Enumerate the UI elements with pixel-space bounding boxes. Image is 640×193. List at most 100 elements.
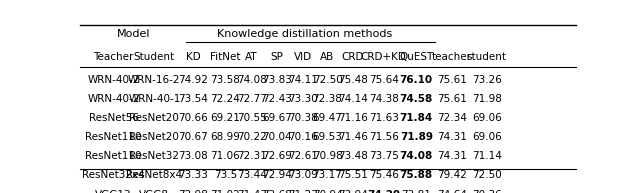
Text: 71.46: 71.46 (338, 132, 368, 142)
Text: 75.64: 75.64 (369, 75, 399, 85)
Text: 71.02: 71.02 (211, 190, 240, 193)
Text: 70.36: 70.36 (472, 190, 502, 193)
Text: ResNet110: ResNet110 (86, 132, 142, 142)
Text: KD: KD (186, 52, 200, 62)
Text: Teacher: Teacher (93, 52, 134, 62)
Text: WRN-40-2: WRN-40-2 (88, 75, 140, 85)
Text: 74.38: 74.38 (369, 94, 399, 104)
Text: 72.38: 72.38 (312, 94, 342, 104)
Text: 72.77: 72.77 (237, 94, 266, 104)
Text: 73.81: 73.81 (401, 190, 431, 193)
Text: 69.53: 69.53 (312, 132, 342, 142)
Text: 71.98: 71.98 (472, 94, 502, 104)
Text: 76.10: 76.10 (400, 75, 433, 85)
Text: 75.46: 75.46 (369, 170, 399, 180)
Text: ResNet110: ResNet110 (86, 152, 142, 162)
Text: VID: VID (294, 52, 312, 62)
Text: 71.23: 71.23 (288, 190, 318, 193)
Text: 70.16: 70.16 (289, 132, 318, 142)
Text: 70.67: 70.67 (178, 132, 208, 142)
Text: 72.98: 72.98 (178, 190, 208, 193)
Text: 79.42: 79.42 (437, 170, 467, 180)
Text: ResNet32x4: ResNet32x4 (83, 170, 145, 180)
Text: 69.06: 69.06 (472, 132, 502, 142)
Text: 70.98: 70.98 (312, 152, 342, 162)
Text: 72.24: 72.24 (211, 94, 240, 104)
Text: 73.33: 73.33 (178, 170, 208, 180)
Text: 75.88: 75.88 (400, 170, 433, 180)
Text: 69.21: 69.21 (211, 113, 240, 123)
Text: 72.68: 72.68 (262, 190, 292, 193)
Text: 72.61: 72.61 (288, 152, 318, 162)
Text: 73.30: 73.30 (289, 94, 318, 104)
Text: 71.89: 71.89 (400, 132, 433, 142)
Text: ResNet56: ResNet56 (89, 113, 139, 123)
Text: 74.92: 74.92 (178, 75, 208, 85)
Text: SP: SP (271, 52, 284, 62)
Text: 74.29: 74.29 (367, 190, 400, 193)
Text: Student: Student (134, 52, 175, 62)
Text: 72.31: 72.31 (237, 152, 266, 162)
Text: 74.58: 74.58 (399, 94, 433, 104)
Text: FitNet: FitNet (210, 52, 241, 62)
Text: ResNet32: ResNet32 (129, 152, 179, 162)
Text: 74.31: 74.31 (437, 132, 467, 142)
Text: 70.94: 70.94 (312, 190, 342, 193)
Text: 74.08: 74.08 (237, 75, 266, 85)
Text: 72.34: 72.34 (437, 113, 467, 123)
Text: VGG13: VGG13 (95, 190, 132, 193)
Text: 69.06: 69.06 (472, 113, 502, 123)
Text: 74.31: 74.31 (437, 152, 467, 162)
Text: teacher: teacher (432, 52, 472, 62)
Text: 75.51: 75.51 (338, 170, 368, 180)
Text: 73.44: 73.44 (237, 170, 266, 180)
Text: 74.14: 74.14 (338, 94, 368, 104)
Text: Model: Model (117, 29, 151, 39)
Text: 70.55: 70.55 (237, 113, 266, 123)
Text: 69.67: 69.67 (262, 113, 292, 123)
Text: 73.09: 73.09 (289, 170, 318, 180)
Text: 71.84: 71.84 (399, 113, 433, 123)
Text: 71.14: 71.14 (472, 152, 502, 162)
Text: 73.75: 73.75 (369, 152, 399, 162)
Text: 69.47: 69.47 (312, 113, 342, 123)
Text: 73.58: 73.58 (211, 75, 240, 85)
Text: 71.56: 71.56 (369, 132, 399, 142)
Text: 73.08: 73.08 (178, 152, 208, 162)
Text: 73.5: 73.5 (214, 170, 237, 180)
Text: WRN-16-2: WRN-16-2 (128, 75, 180, 85)
Text: ResNet8x4: ResNet8x4 (126, 170, 182, 180)
Text: 70.22: 70.22 (237, 132, 266, 142)
Text: 72.50: 72.50 (312, 75, 342, 85)
Text: AT: AT (245, 52, 258, 62)
Text: 71.06: 71.06 (211, 152, 240, 162)
Text: 74.64: 74.64 (437, 190, 467, 193)
Text: QuEST: QuEST (399, 52, 433, 62)
Text: 74.11: 74.11 (288, 75, 318, 85)
Text: AB: AB (321, 52, 335, 62)
Text: 72.50: 72.50 (472, 170, 502, 180)
Text: CRD: CRD (342, 52, 364, 62)
Text: 70.66: 70.66 (178, 113, 208, 123)
Text: Knowledge distillation methods: Knowledge distillation methods (217, 29, 392, 39)
Text: 73.17: 73.17 (312, 170, 342, 180)
Text: 74.08: 74.08 (399, 152, 433, 162)
Text: 70.38: 70.38 (289, 113, 318, 123)
Text: 73.94: 73.94 (338, 190, 368, 193)
Text: student: student (467, 52, 507, 62)
Text: 72.94: 72.94 (262, 170, 292, 180)
Text: VGG8: VGG8 (140, 190, 170, 193)
Text: 75.61: 75.61 (437, 75, 467, 85)
Text: WRN-40-2: WRN-40-2 (88, 94, 140, 104)
Text: 75.61: 75.61 (437, 94, 467, 104)
Text: 75.48: 75.48 (338, 75, 368, 85)
Text: ResNet20: ResNet20 (129, 113, 179, 123)
Text: WRN-40-1: WRN-40-1 (128, 94, 180, 104)
Text: 70.04: 70.04 (262, 132, 292, 142)
Text: 71.16: 71.16 (338, 113, 368, 123)
Text: 73.54: 73.54 (178, 94, 208, 104)
Text: 73.48: 73.48 (338, 152, 368, 162)
Text: 71.43: 71.43 (237, 190, 266, 193)
Text: 72.69: 72.69 (262, 152, 292, 162)
Text: ResNet20: ResNet20 (129, 132, 179, 142)
